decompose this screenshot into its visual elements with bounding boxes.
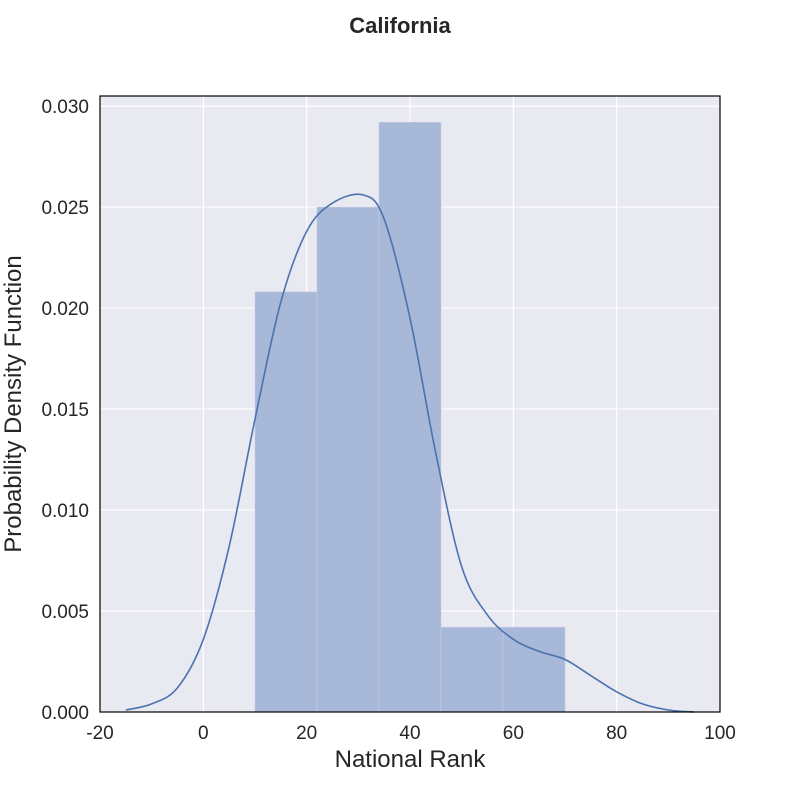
- y-tick-label: 0.020: [41, 299, 89, 320]
- histogram-bars: [254, 121, 566, 713]
- x-axis-label: National Rank: [335, 746, 487, 773]
- x-tick-label: 60: [503, 723, 524, 744]
- histogram-bar: [316, 206, 380, 713]
- y-tick-label: 0.030: [41, 97, 89, 118]
- axes-frame: [99, 95, 721, 713]
- y-axis-label: Probability Density Function: [0, 255, 27, 552]
- y-tick-label: 0.025: [41, 198, 89, 219]
- chart-title: California: [349, 13, 451, 38]
- y-tick-label: 0.015: [41, 400, 89, 421]
- histogram-bar: [254, 291, 318, 713]
- x-tick-label: 20: [296, 723, 317, 744]
- y-tick-label: 0.000: [41, 703, 89, 724]
- x-tick-label: -20: [86, 723, 113, 744]
- x-tick-label: 0: [198, 723, 209, 744]
- y-tick-label: 0.005: [41, 602, 89, 623]
- x-tick-label: 80: [606, 723, 627, 744]
- x-tick-label: 40: [399, 723, 420, 744]
- y-tick-label: 0.010: [41, 501, 89, 522]
- x-tick-label: 100: [704, 723, 736, 744]
- histogram-bar: [502, 626, 566, 713]
- histogram-bar: [440, 626, 504, 713]
- kde-line: [125, 193, 695, 713]
- histogram-bar: [378, 121, 442, 713]
- axis-ticks: -20 0 20 40 60 80 100 0.000 0.005 0.010 0.015 0.020…: [41, 97, 735, 744]
